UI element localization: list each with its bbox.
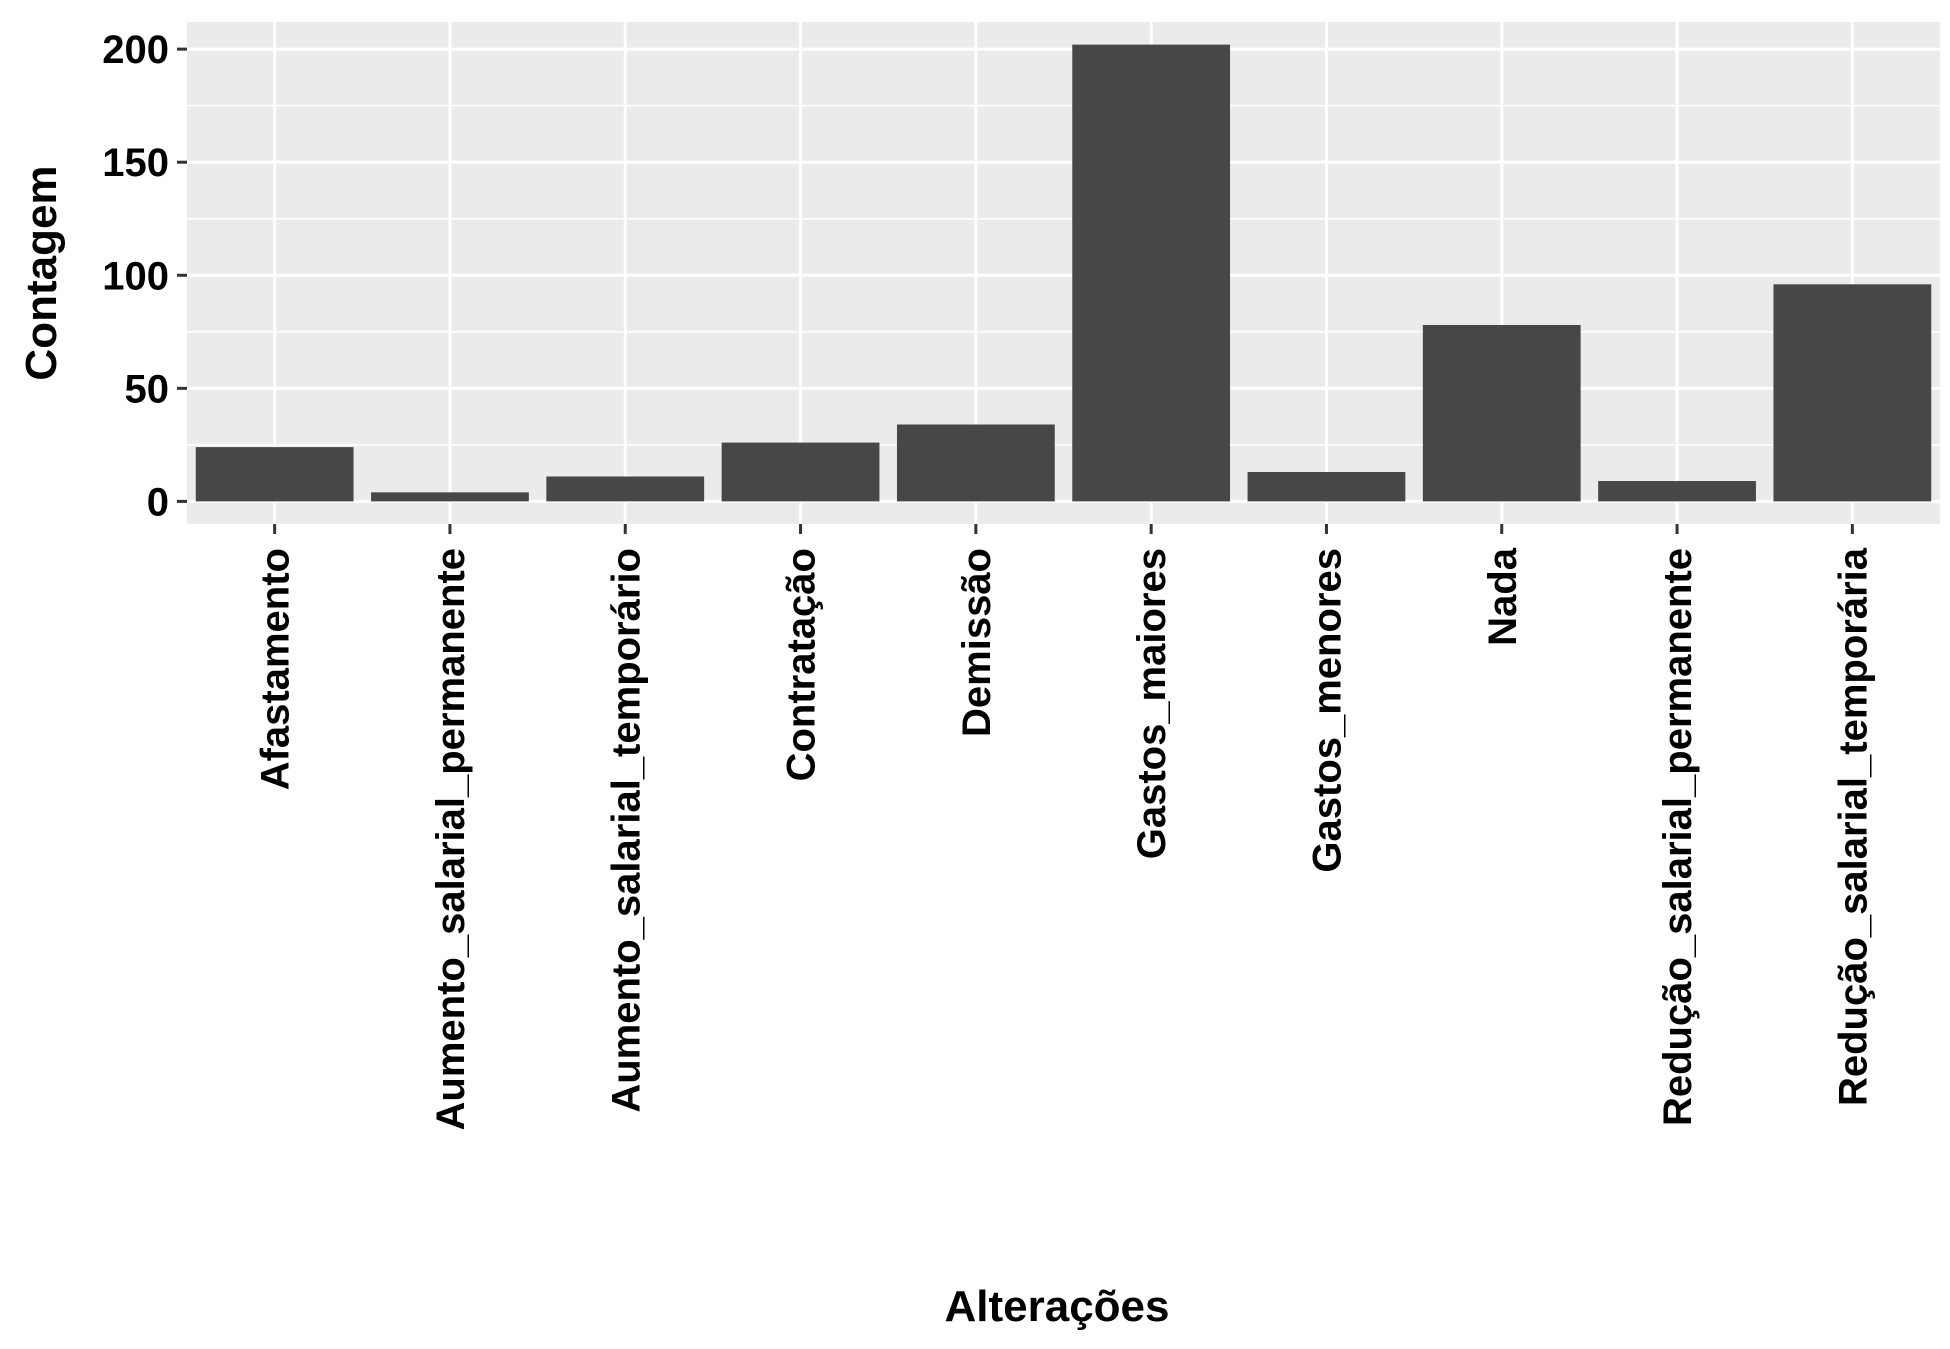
bar	[896, 424, 1055, 502]
y-tick-label: 150	[102, 141, 169, 185]
bar	[371, 492, 529, 502]
bar	[1773, 284, 1932, 502]
bar	[1422, 325, 1581, 502]
x-tick-label: Demissão	[955, 548, 999, 737]
x-tick-label: Afastamento	[254, 548, 298, 790]
y-tick-label: 200	[102, 28, 169, 72]
y-tick-label: 50	[125, 367, 170, 411]
x-tick-label: Aumento_salarial_permanente	[429, 548, 473, 1130]
bar	[1598, 481, 1756, 502]
bar	[1072, 44, 1231, 502]
x-tick-label: Gastos_maiores	[1130, 548, 1174, 859]
x-tick-label: Nada	[1481, 547, 1525, 646]
x-axis-title: Alterações	[944, 1282, 1169, 1331]
bar	[546, 476, 705, 502]
x-tick-label: Redução_salarial_permanente	[1656, 548, 1700, 1126]
x-tick-label: Aumento_salarial_temporário	[604, 548, 648, 1113]
y-axis: 0 50 100 150 200	[102, 28, 187, 524]
y-tick-label: 100	[102, 254, 169, 298]
bar	[195, 447, 354, 502]
x-axis: Afastamento Aumento_salarial_permanente Au…	[254, 524, 1875, 1130]
bar	[721, 442, 880, 502]
bar	[1247, 471, 1406, 502]
x-tick-label: Redução_salarial_temporária	[1831, 547, 1875, 1106]
y-tick-label: 0	[147, 480, 169, 524]
bars	[195, 44, 1932, 502]
minor-gridlines	[187, 104, 1940, 446]
x-tick-label: Gastos_menores	[1305, 548, 1349, 873]
y-axis-title: Contagem	[17, 165, 66, 380]
x-tick-label: Contratação	[780, 548, 824, 781]
